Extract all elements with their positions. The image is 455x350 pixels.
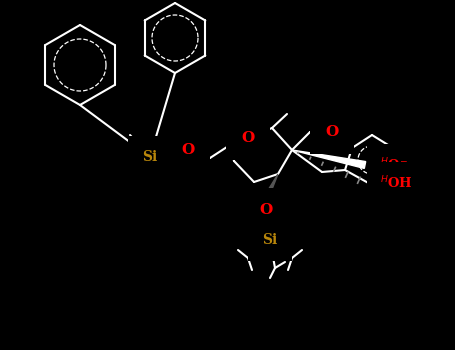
Text: Si: Si xyxy=(142,150,157,164)
Text: O: O xyxy=(325,125,339,139)
Text: $^{H}$OH: $^{H}$OH xyxy=(380,175,413,191)
Text: $^{H}$O$^{-}$: $^{H}$O$^{-}$ xyxy=(380,157,408,173)
Text: O: O xyxy=(241,131,255,145)
Polygon shape xyxy=(260,174,278,205)
Text: Si: Si xyxy=(263,233,278,247)
Text: O: O xyxy=(182,143,195,157)
Text: O: O xyxy=(259,203,273,217)
Polygon shape xyxy=(292,150,366,168)
